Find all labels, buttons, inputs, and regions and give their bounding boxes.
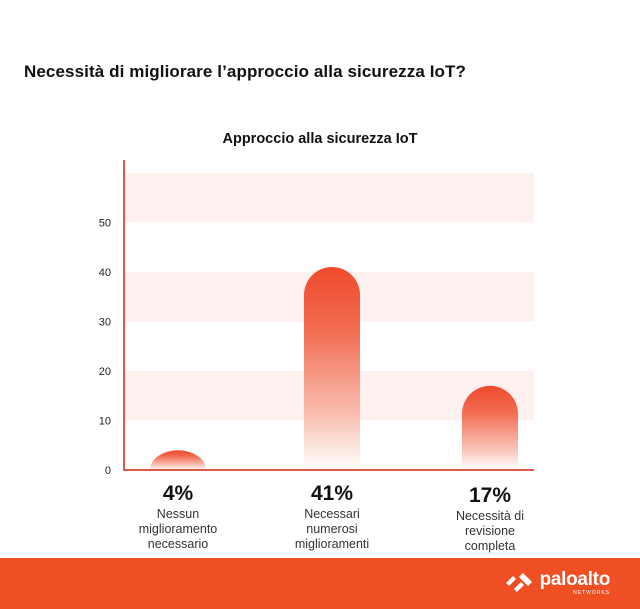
category-label: revisione xyxy=(464,524,516,538)
bar xyxy=(304,267,360,470)
y-tick-label: 50 xyxy=(99,218,111,230)
y-tick-label: 20 xyxy=(99,366,111,378)
footer-bar: paloalto NETWORKS xyxy=(0,558,640,609)
headline: Necessità di migliorare l’approccio alla… xyxy=(24,62,466,81)
chart-title: Approccio alla sicurezza IoT xyxy=(222,131,418,147)
data-label: 41% xyxy=(310,482,354,505)
paloalto-logo: paloalto NETWORKS xyxy=(504,570,610,596)
bar-chart: 0 10 20 30 40 50 xyxy=(99,160,534,478)
bar xyxy=(150,450,206,471)
brand-sub: NETWORKS xyxy=(573,590,610,596)
paloalto-logo-icon xyxy=(505,573,532,592)
y-tick-label: 10 xyxy=(99,416,111,428)
category-label: numerosi xyxy=(306,522,358,536)
category-label-group: 17% Necessità di revisione completa xyxy=(456,483,524,554)
bar xyxy=(462,385,518,470)
category-label: necessario xyxy=(147,537,209,551)
brand-name: paloalto xyxy=(539,569,611,590)
category-label-group: 4% Nessun miglioramento necessario xyxy=(139,481,218,552)
category-label: miglioramento xyxy=(138,522,218,536)
y-tick-label: 0 xyxy=(105,465,111,477)
bars xyxy=(150,267,518,471)
category-label: completa xyxy=(464,539,516,553)
y-axis-ticks: 0 10 20 30 40 50 xyxy=(99,218,111,478)
category-label-group: 41% Necessari numerosi miglioramenti xyxy=(295,481,369,552)
category-label: miglioramenti xyxy=(294,537,370,551)
grid-band xyxy=(125,173,534,223)
y-tick-label: 40 xyxy=(99,267,111,279)
category-label: Nessun xyxy=(156,507,200,521)
y-tick-label: 30 xyxy=(99,317,111,329)
category-label: Necessari xyxy=(304,507,360,521)
data-label: 17% xyxy=(468,484,512,507)
data-label: 4% xyxy=(162,482,194,505)
category-label: Necessità di xyxy=(455,509,525,523)
